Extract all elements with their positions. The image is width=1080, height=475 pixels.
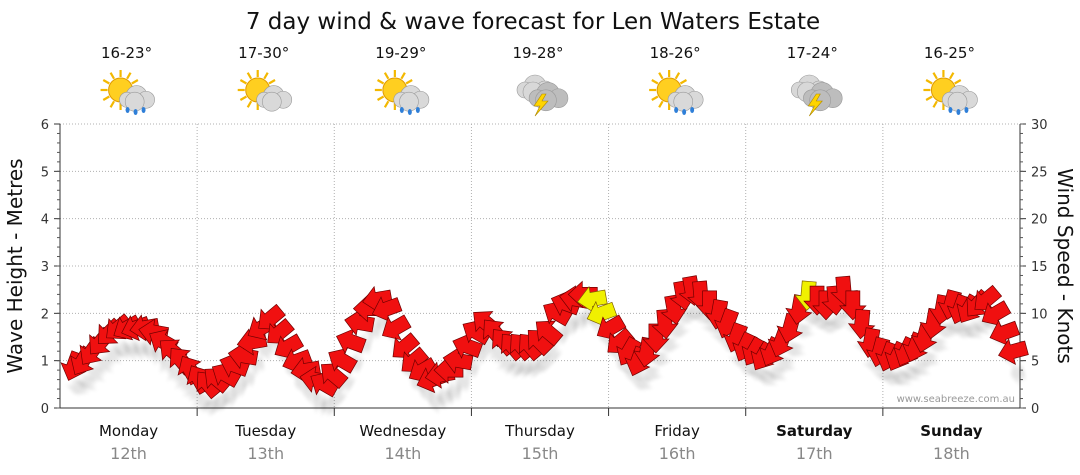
day-date: 16th xyxy=(659,444,696,463)
day-name: Sunday xyxy=(920,422,983,440)
arrow-shadow xyxy=(925,337,949,353)
wind-arrow xyxy=(442,346,474,374)
day-date: 14th xyxy=(384,444,421,463)
right-tick-label: 0 xyxy=(1031,402,1039,417)
wind-arrows xyxy=(60,275,1029,400)
arrow-shadow xyxy=(212,391,231,411)
left-tick-label: 5 xyxy=(41,165,49,180)
day-headers: 16-23° Monday 12th 17-30° Tuesday 13th 19-29° W… xyxy=(99,44,983,463)
sun-cloud-rain-icon xyxy=(100,70,155,115)
day-temperature: 19-28° xyxy=(512,44,563,62)
left-axis-title: Wave Height - Metres xyxy=(3,158,27,373)
arrow-shadow xyxy=(773,355,796,372)
left-axis-ticks: 0 1 2 3 4 5 6 xyxy=(41,118,60,417)
day-name: Friday xyxy=(654,422,700,440)
right-tick-label: 5 xyxy=(1031,355,1039,370)
right-tick-label: 25 xyxy=(1031,165,1048,180)
left-tick-label: 0 xyxy=(41,402,49,417)
wind-arrow xyxy=(371,296,403,323)
wind-arrow xyxy=(267,318,295,344)
day-name: Tuesday xyxy=(234,422,296,440)
sun-cloud-rain-icon xyxy=(923,70,978,115)
sun-cloud-rain-icon xyxy=(649,70,704,115)
wind-arrow xyxy=(535,320,564,347)
left-tick-label: 6 xyxy=(41,118,49,133)
wind-arrow xyxy=(328,347,358,374)
day-temperature: 18-26° xyxy=(650,44,701,62)
wind-arrow xyxy=(227,342,259,370)
day-temperature: 17-24° xyxy=(787,44,838,62)
arrow-shadow xyxy=(240,366,256,390)
right-tick-label: 10 xyxy=(1031,307,1048,322)
day-date: 12th xyxy=(110,444,147,463)
day-date: 15th xyxy=(522,444,559,463)
wind-arrow xyxy=(998,338,1029,365)
right-axis-title: Wind Speed - Knots xyxy=(1053,168,1077,364)
right-tick-label: 20 xyxy=(1031,213,1048,228)
wind-arrow xyxy=(344,308,375,337)
wind-arrow xyxy=(596,314,627,341)
storm-cloud-icon xyxy=(790,74,843,117)
day-date: 13th xyxy=(247,444,284,463)
wind-arrow xyxy=(452,332,483,359)
wind-arrow xyxy=(974,284,1003,311)
day-name: Monday xyxy=(99,422,158,440)
left-tick-label: 2 xyxy=(41,307,49,322)
day-temperature: 17-30° xyxy=(238,44,289,62)
left-tick-label: 3 xyxy=(41,260,49,275)
day-temperature: 16-23° xyxy=(101,44,152,62)
arrow-shadow xyxy=(571,309,587,333)
right-tick-label: 15 xyxy=(1031,260,1048,275)
wind-arrow xyxy=(381,314,412,341)
credit-text: www.seabreeze.com.au xyxy=(897,394,1015,405)
day-name: Thursday xyxy=(504,422,575,440)
left-tick-label: 1 xyxy=(41,355,49,370)
grid-lines xyxy=(60,123,1020,416)
wind-arrow xyxy=(336,328,367,355)
arrow-shadow xyxy=(639,365,663,382)
day-temperature: 16-25° xyxy=(924,44,975,62)
day-name: Wednesday xyxy=(359,422,446,440)
arrow-shadow xyxy=(827,314,851,330)
wind-arrow xyxy=(989,319,1021,346)
storm-cloud-icon xyxy=(516,74,569,117)
right-axis-ticks: 0 5 10 15 20 25 30 xyxy=(1020,118,1048,417)
wind-arrow xyxy=(392,332,421,359)
arrow-shadow xyxy=(223,386,239,407)
arrow-shadow xyxy=(791,323,815,339)
arrow-shadow xyxy=(446,380,461,404)
arrow-shadow xyxy=(782,341,806,358)
arrow-shadow xyxy=(684,304,708,320)
arrow-shadow xyxy=(534,354,553,373)
day-date: 17th xyxy=(796,444,833,463)
sun-cloud-rain-icon xyxy=(374,70,430,115)
wind-arrow xyxy=(320,363,349,390)
arrow-shadow xyxy=(916,351,940,367)
arrow-shadow xyxy=(1010,362,1026,385)
arrow-shadow xyxy=(321,395,338,416)
wind-arrow xyxy=(651,308,679,340)
day-date: 18th xyxy=(933,444,970,463)
chart-title: 7 day wind & wave forecast for Len Water… xyxy=(246,9,820,35)
day-temperature: 19-29° xyxy=(375,44,426,62)
left-tick-label: 4 xyxy=(41,213,49,228)
day-name: Saturday xyxy=(776,422,853,440)
wind-arrow xyxy=(258,303,286,330)
right-tick-label: 30 xyxy=(1031,118,1048,133)
wind-arrow xyxy=(660,294,688,325)
sun-cloud-icon xyxy=(237,70,293,112)
arrow-shadow xyxy=(455,370,471,395)
